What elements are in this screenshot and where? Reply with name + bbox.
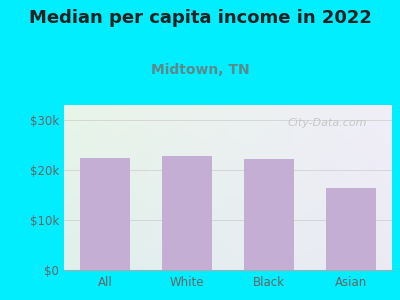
Bar [162,156,212,270]
Bar [80,158,130,270]
Text: Median per capita income in 2022: Median per capita income in 2022 [28,9,372,27]
Text: Midtown, TN: Midtown, TN [151,63,249,77]
Bar [326,188,376,270]
Text: City-Data.com: City-Data.com [287,118,366,128]
Bar [244,158,294,270]
